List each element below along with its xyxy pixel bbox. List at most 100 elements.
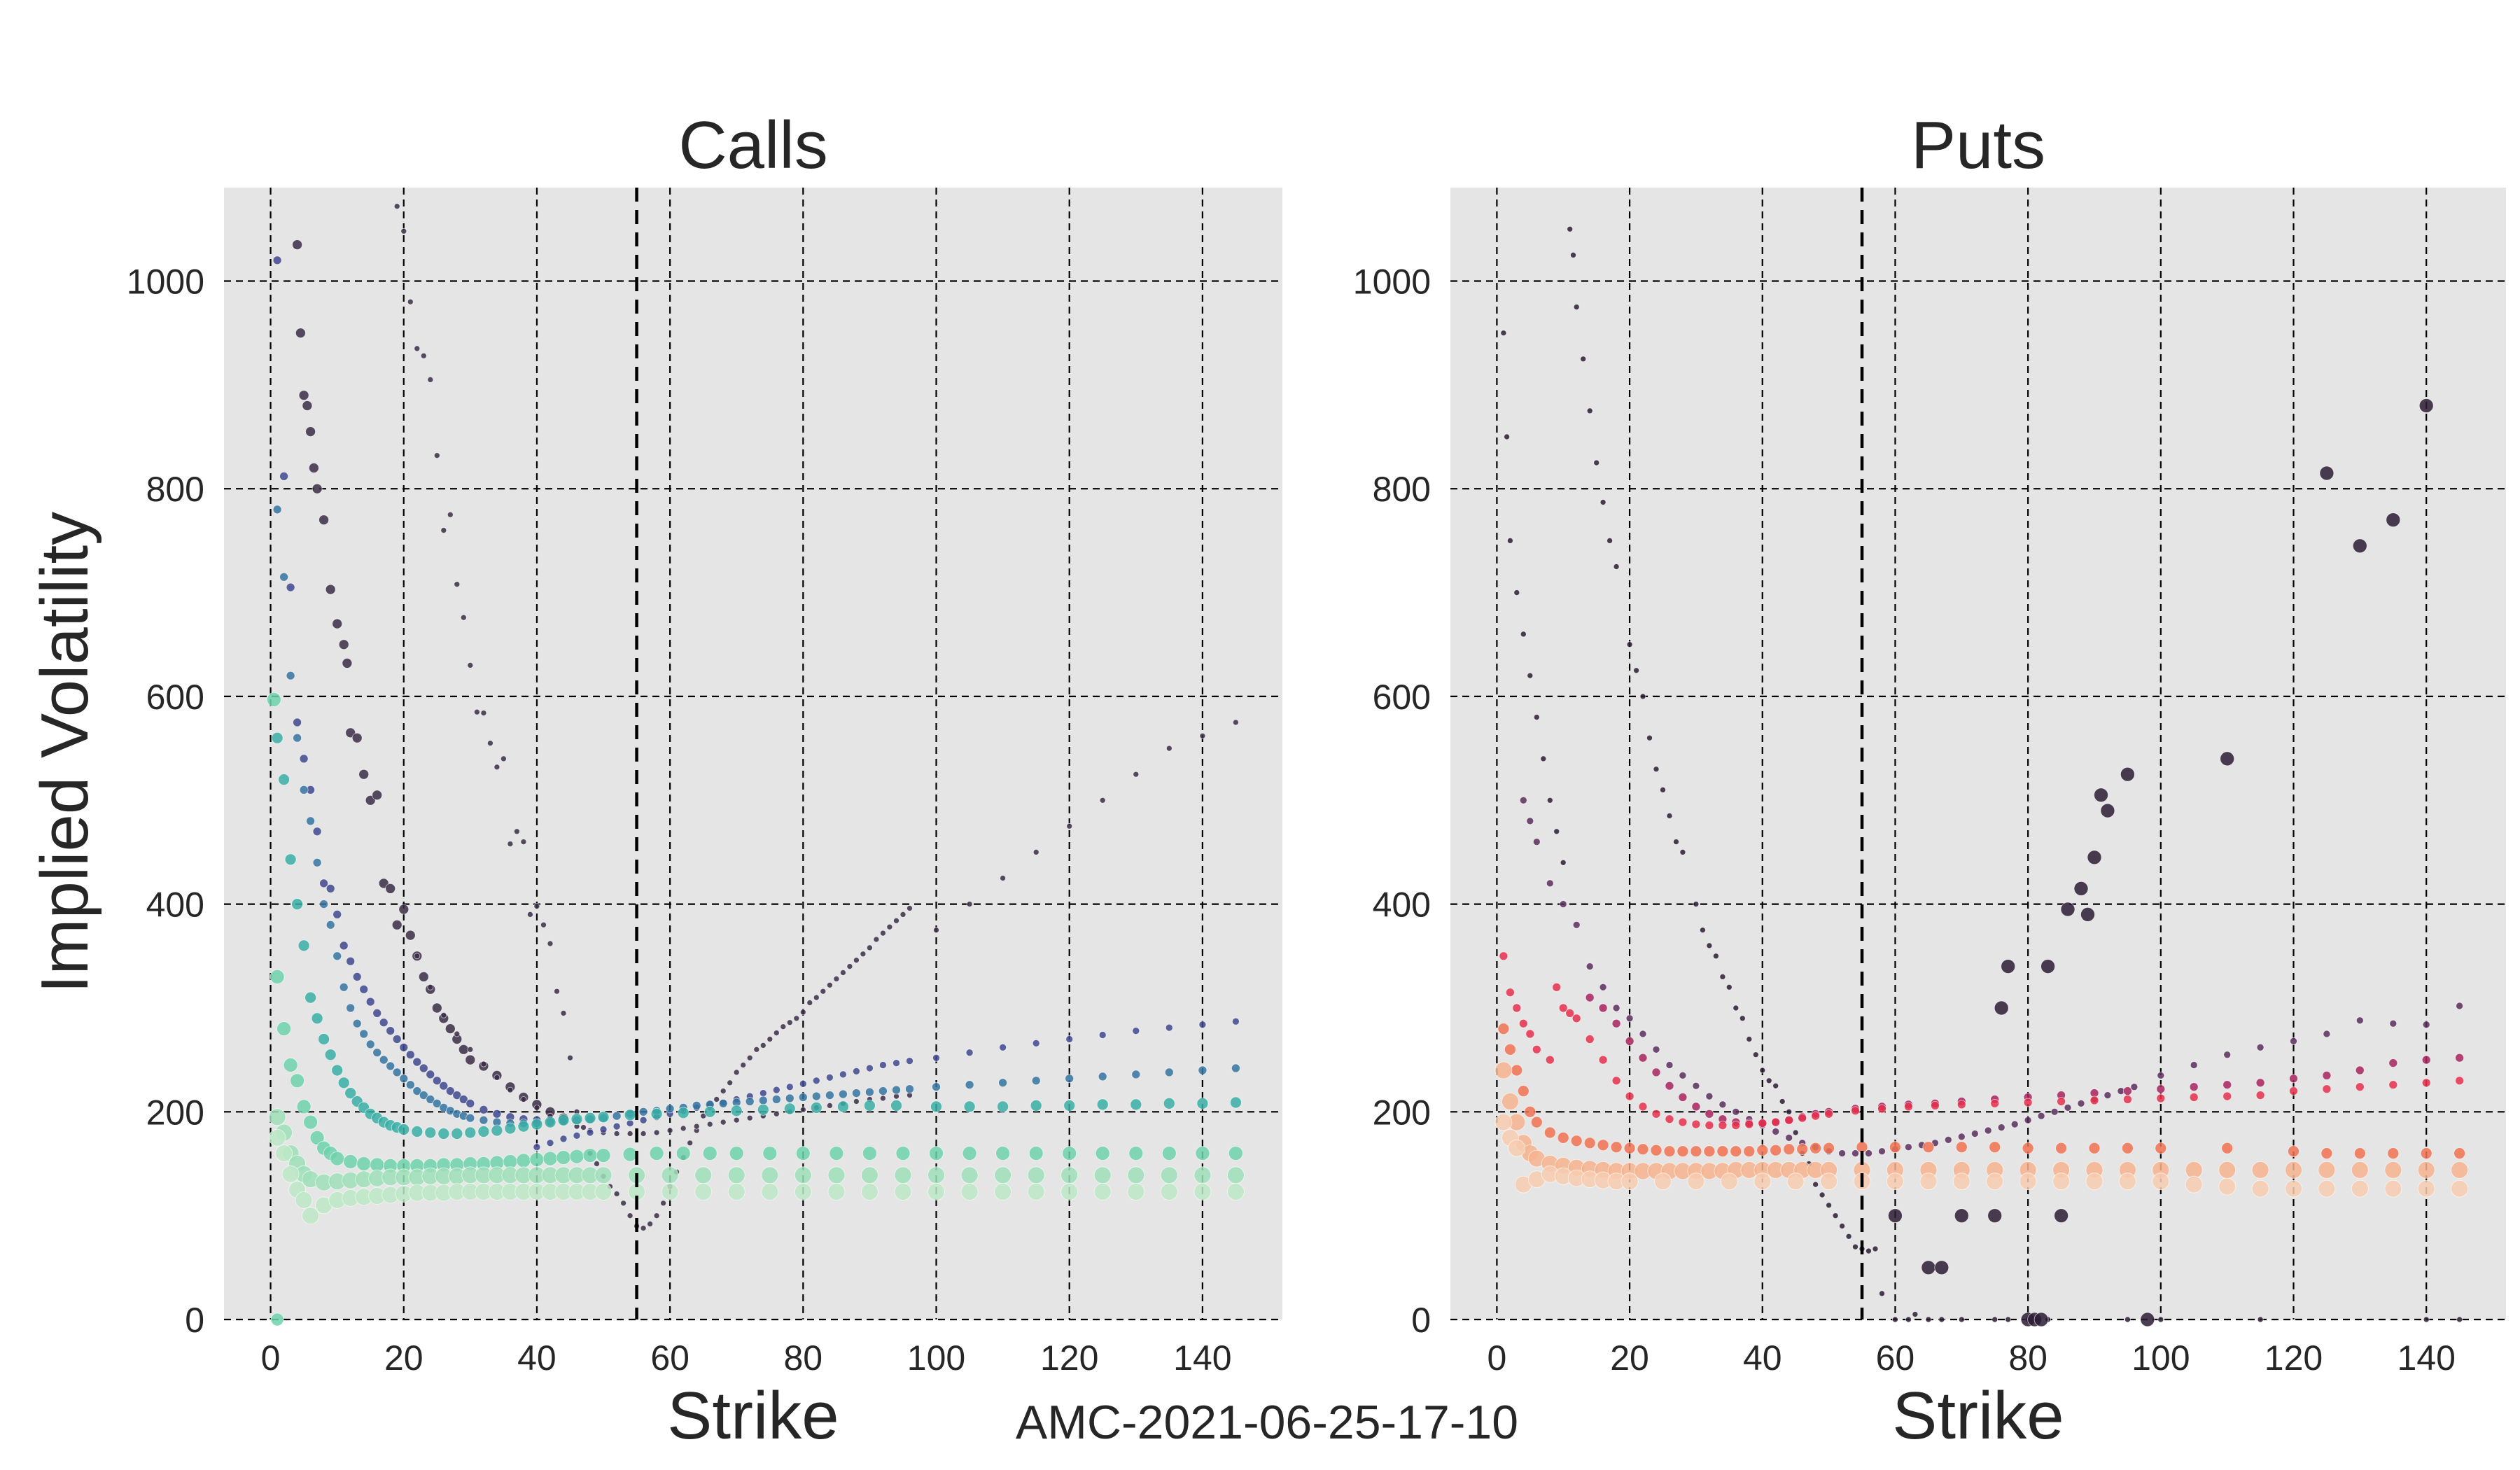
scatter-point (1027, 1183, 1045, 1200)
scatter-point (504, 1122, 517, 1135)
scatter-point (2005, 1316, 2012, 1323)
scatter-point (2024, 1116, 2032, 1124)
scatter-point (1792, 1129, 1799, 1136)
scatter-point (1065, 1074, 1074, 1084)
scatter-point (1494, 1113, 1513, 1131)
scatter-point (1994, 1000, 2009, 1016)
scatter-point (1131, 1070, 1141, 1079)
scatter-point (474, 708, 480, 715)
scatter-point (305, 426, 316, 437)
scatter-point (594, 1161, 600, 1167)
scatter-point (2130, 1083, 2138, 1091)
scatter-point (1095, 1146, 1110, 1161)
scatter-point (279, 472, 289, 481)
scatter-point (886, 923, 893, 930)
scatter-point (2040, 959, 2056, 974)
scatter-point (640, 1225, 647, 1231)
scatter-point (794, 1166, 812, 1184)
scatter-point (1625, 1014, 1634, 1023)
scatter-point (1099, 797, 1106, 804)
scatter-point (799, 1009, 806, 1016)
scatter-point (1532, 1044, 1541, 1054)
scatter-point (880, 1095, 886, 1102)
scatter-point (1786, 1172, 1805, 1191)
scatter-point (890, 1100, 902, 1112)
scatter-point (386, 1061, 396, 1071)
scatter-point (319, 878, 329, 888)
scatter-point (1665, 1081, 1674, 1091)
calls-scatter-points (266, 203, 1245, 1326)
scatter-point (326, 884, 335, 893)
scatter-point (2251, 1180, 2269, 1198)
scatter-point (1028, 1146, 1044, 1161)
scatter-point (1164, 1068, 1174, 1077)
scatter-point (1732, 1107, 1740, 1116)
scatter-point (1526, 817, 1534, 825)
scatter-point (1062, 1146, 1077, 1161)
scatter-point (556, 1150, 571, 1165)
scatter-point (2057, 1097, 2066, 1106)
scatter-point (997, 1100, 1009, 1113)
scatter-point (372, 1009, 382, 1018)
scatter-point (994, 1183, 1011, 1200)
calls-series-9 (268, 1108, 1245, 1191)
scatter-point (1730, 1145, 1742, 1158)
scatter-point (1501, 1093, 1519, 1110)
scatter-point (392, 1035, 402, 1044)
puts-series-5 (1497, 1023, 2466, 1159)
scatter-point (458, 1095, 468, 1104)
scatter-point (1620, 1172, 1639, 1191)
scatter-point (1161, 1146, 1177, 1161)
scatter-point (1887, 1208, 1903, 1224)
scatter-point (2218, 1161, 2236, 1179)
scatter-point (785, 1093, 794, 1103)
scatter-point (2121, 1142, 2134, 1154)
scatter-point (1540, 755, 1547, 762)
scatter-point (2356, 1016, 2364, 1025)
scatter-point (1639, 1030, 1647, 1038)
calls-x-tick-labels: 0 20 40 60 80 100 120 140 (261, 1338, 1232, 1378)
scatter-point (2222, 1080, 2232, 1090)
scatter-point (624, 1109, 636, 1121)
scatter-point (2417, 1180, 2435, 1198)
scatter-point (296, 1099, 312, 1114)
scatter-point (1194, 1166, 1212, 1184)
scatter-point (647, 1221, 653, 1227)
scatter-point (359, 1029, 369, 1039)
scatter-point (500, 755, 507, 762)
scatter-point (1759, 1067, 1766, 1074)
puts-y-tick-labels: 0 200 400 600 800 1000 (1353, 262, 1431, 1340)
scatter-point (1611, 1076, 1621, 1086)
scatter-point (1198, 1021, 1207, 1029)
scatter-point (1504, 1043, 1516, 1056)
scatter-point (1865, 1149, 1872, 1157)
y-tick-label: 1000 (1353, 262, 1431, 302)
scatter-point (426, 1095, 435, 1104)
scatter-point (1665, 1061, 1674, 1069)
scatter-point (720, 1119, 727, 1126)
scatter-point (693, 1123, 700, 1130)
scatter-point (2218, 1177, 2236, 1196)
scatter-point (895, 1146, 911, 1161)
scatter-point (1230, 1096, 1242, 1109)
scatter-point (292, 239, 303, 251)
scatter-point (1598, 1055, 1608, 1065)
scatter-point (2140, 1312, 2155, 1327)
scatter-point (1986, 1172, 2004, 1191)
scatter-point (694, 1183, 713, 1200)
scatter-point (2251, 1161, 2269, 1179)
scatter-point (1912, 1311, 1919, 1317)
scatter-point (2289, 1086, 2298, 1096)
scatter-point (2189, 1082, 2199, 1092)
scatter-point (540, 921, 547, 928)
scatter-point (1746, 1036, 1753, 1042)
scatter-point (520, 839, 527, 845)
scatter-point (432, 1099, 442, 1108)
scatter-point (1771, 1117, 1781, 1127)
scatter-point (342, 658, 353, 668)
scatter-point (2420, 1147, 2432, 1159)
scatter-point (1505, 988, 1515, 997)
scatter-point (1586, 407, 1593, 414)
scatter-point (331, 1064, 344, 1077)
scatter-point (745, 1097, 755, 1106)
